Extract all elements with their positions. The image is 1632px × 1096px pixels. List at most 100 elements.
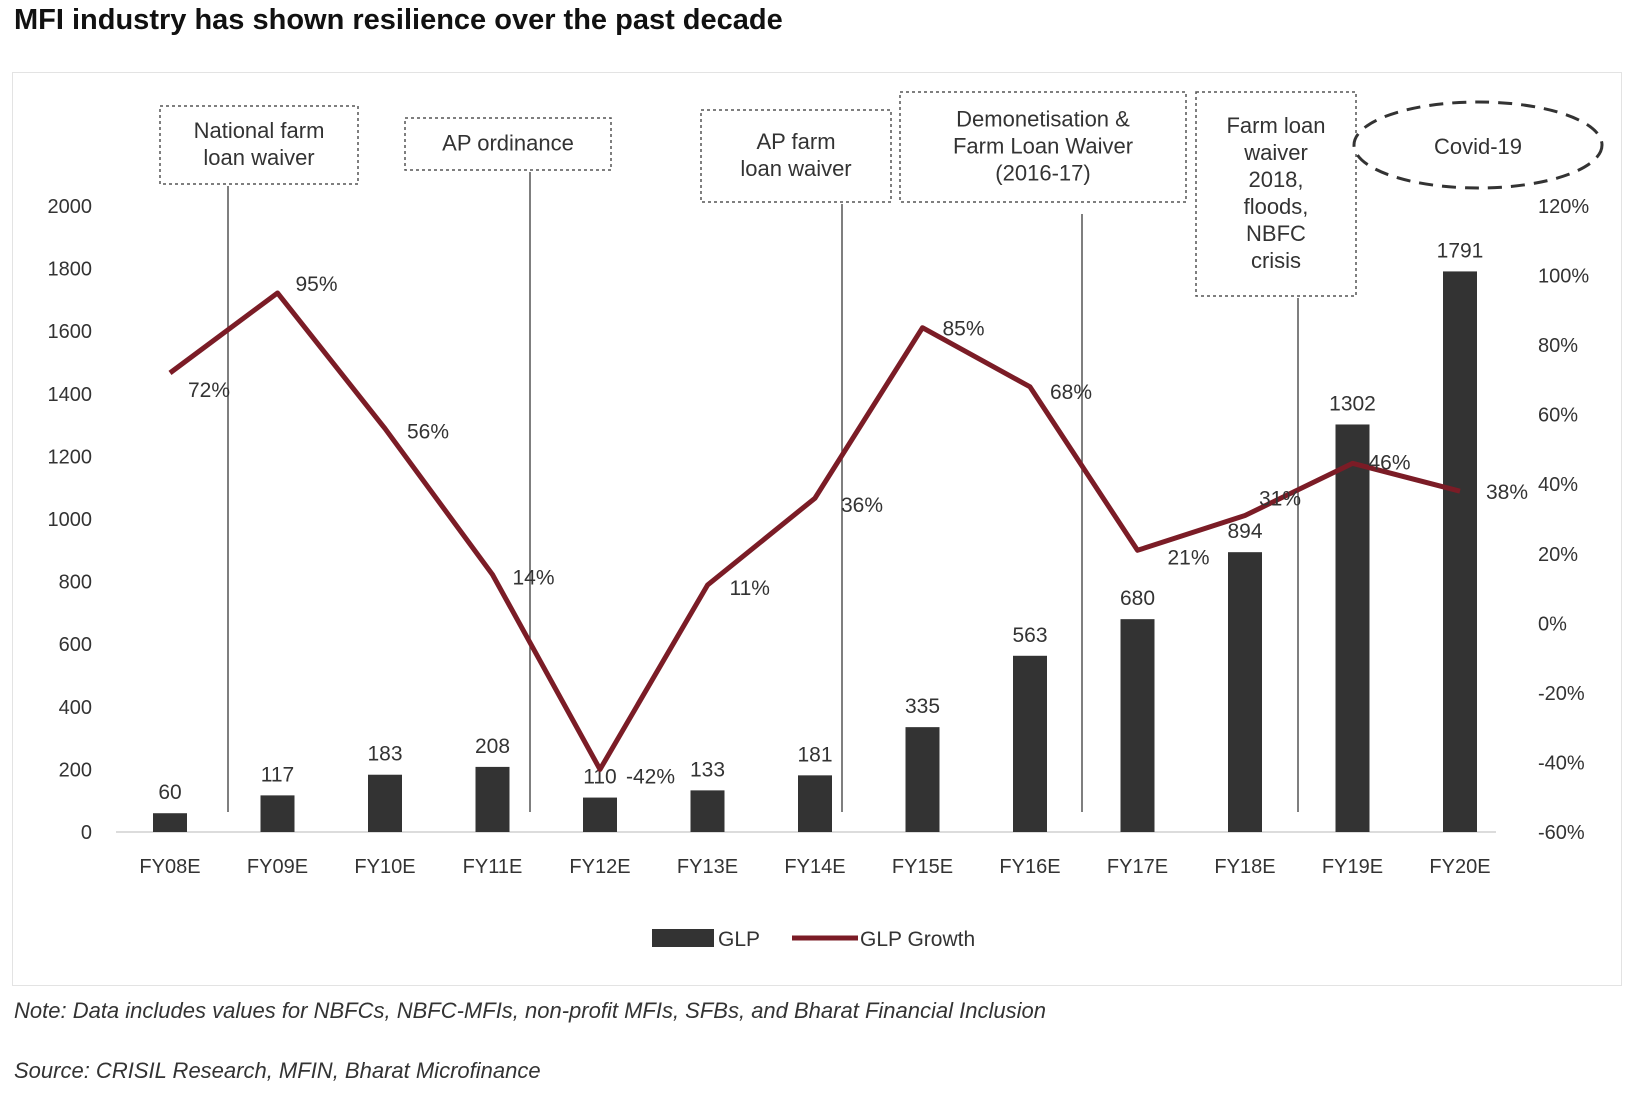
y-right-tick-label: 60% — [1538, 405, 1578, 427]
bar-glp — [1228, 552, 1262, 832]
y-left-tick-label: 1200 — [48, 446, 93, 468]
chart-source: Source: CRISIL Research, MFIN, Bharat Mi… — [14, 1058, 541, 1083]
bar-data-label: 1302 — [1329, 392, 1376, 415]
y-right-tick-label: 80% — [1538, 335, 1578, 357]
y-right-tick-label: 0% — [1538, 613, 1567, 635]
annotation-text: Farm loan — [1226, 113, 1325, 138]
annotation-text: Covid-19 — [1434, 134, 1522, 159]
bar-glp — [583, 797, 617, 832]
bar-glp — [798, 775, 832, 832]
x-tick-label: FY11E — [463, 856, 523, 878]
annotation-text: AP farm — [756, 129, 835, 154]
bar-data-label: 110 — [583, 766, 616, 789]
annotation-box — [404, 117, 612, 171]
bar-data-label: 133 — [690, 758, 725, 781]
line-data-label: 36% — [841, 494, 883, 517]
y-right-tick-label: -20% — [1538, 683, 1585, 705]
x-tick-label: FY19E — [1322, 856, 1383, 878]
x-tick-label: FY12E — [569, 856, 630, 878]
annotation-text: Farm Loan Waiver — [953, 134, 1133, 159]
x-tick-label: FY10E — [354, 856, 415, 878]
line-data-label: 56% — [407, 421, 449, 444]
bar-glp — [1013, 655, 1047, 832]
line-data-label: 85% — [943, 318, 985, 341]
y-left-tick-label: 1600 — [48, 321, 93, 343]
line-data-label: 11% — [730, 577, 770, 600]
annotation-text: waiver — [1243, 140, 1308, 165]
bar-data-label: 208 — [475, 735, 510, 758]
line-data-label: 31% — [1259, 488, 1301, 511]
x-tick-label: FY15E — [892, 856, 953, 878]
line-data-label: 46% — [1369, 451, 1411, 474]
annotation-box — [159, 105, 359, 185]
y-right-tick-label: -40% — [1538, 752, 1585, 774]
bar-glp — [475, 766, 510, 832]
chart-title: MFI industry has shown resilience over t… — [14, 4, 783, 36]
legend-swatch-glp — [652, 929, 714, 947]
y-left-tick-label: 400 — [59, 697, 92, 719]
legend-label-growth: GLP Growth — [860, 928, 975, 951]
y-left-tick-label: 800 — [59, 572, 92, 594]
bar-glp — [153, 813, 187, 832]
bar-data-label: 181 — [797, 743, 832, 766]
y-left-tick-label: 600 — [59, 634, 92, 656]
annotation-ellipse — [1352, 100, 1604, 190]
annotation-text: loan waiver — [740, 156, 851, 181]
bar-glp — [1443, 271, 1477, 832]
x-tick-label: FY09E — [247, 856, 308, 878]
line-data-label: 14% — [513, 567, 555, 590]
bar-data-label: 335 — [905, 695, 940, 718]
line-data-label: 72% — [188, 379, 230, 402]
annotation-text: (2016-17) — [995, 161, 1090, 186]
line-data-label: 21% — [1168, 546, 1210, 569]
annotation-text: 2018, — [1248, 167, 1303, 192]
bar-glp — [690, 790, 725, 832]
annotation-box — [1195, 91, 1357, 297]
annotation-text: AP ordinance — [442, 131, 574, 156]
line-data-label: -42% — [626, 765, 675, 788]
y-left-tick-label: 1800 — [48, 259, 93, 281]
annotation-text: National farm — [194, 118, 325, 143]
annotation-text: NBFC — [1246, 221, 1306, 246]
bar-data-label: 1791 — [1437, 239, 1484, 262]
y-left-tick-label: 1400 — [48, 384, 93, 406]
y-left-tick-label: 2000 — [48, 196, 93, 218]
x-tick-label: FY14E — [784, 856, 845, 878]
y-right-tick-label: 20% — [1538, 544, 1578, 566]
bar-data-label: 680 — [1120, 587, 1155, 610]
x-tick-label: FY18E — [1214, 856, 1275, 878]
annotation-text: floods, — [1244, 194, 1309, 219]
line-data-label: 38% — [1486, 481, 1528, 504]
annotation-text: loan waiver — [203, 145, 314, 170]
line-data-label: 68% — [1050, 381, 1092, 404]
y-left-tick-label: 200 — [59, 759, 92, 781]
bar-data-label: 117 — [261, 763, 294, 786]
y-right-tick-label: 120% — [1538, 196, 1589, 218]
combo-chart: 0 200 400 600 800 1000 1200 1400 1600 1800 2000 -60… — [48, 91, 1604, 951]
y-right-tick-label: 100% — [1538, 266, 1589, 288]
annotation-text: Demonetisation & — [956, 107, 1130, 132]
line-glp-growth — [168, 290, 1461, 772]
bar-glp — [260, 795, 295, 832]
annotation-box — [899, 91, 1187, 203]
chart-note: Note: Data includes values for NBFCs, NB… — [14, 998, 1046, 1023]
line-data-label: 95% — [296, 273, 338, 296]
bar-data-label: 894 — [1227, 520, 1262, 543]
x-tick-label: FY20E — [1429, 856, 1490, 878]
bar-glp — [905, 727, 940, 832]
x-tick-label: FY13E — [677, 856, 738, 878]
y-left-tick-label: 1000 — [48, 509, 93, 531]
bar-glp — [1120, 619, 1155, 832]
y-left-tick-label: 0 — [81, 822, 92, 844]
bar-data-label: 60 — [158, 781, 181, 804]
bar-glp — [1335, 424, 1370, 832]
annotation-box — [700, 109, 892, 203]
annotation-text: crisis — [1251, 248, 1301, 273]
legend-label-glp: GLP — [718, 928, 760, 951]
x-tick-label: FY16E — [999, 856, 1060, 878]
y-right-tick-label: 40% — [1538, 474, 1578, 496]
bar-glp — [368, 774, 402, 832]
x-tick-label: FY08E — [139, 856, 200, 878]
bar-data-label: 563 — [1012, 624, 1047, 647]
bar-data-label: 183 — [367, 743, 402, 766]
